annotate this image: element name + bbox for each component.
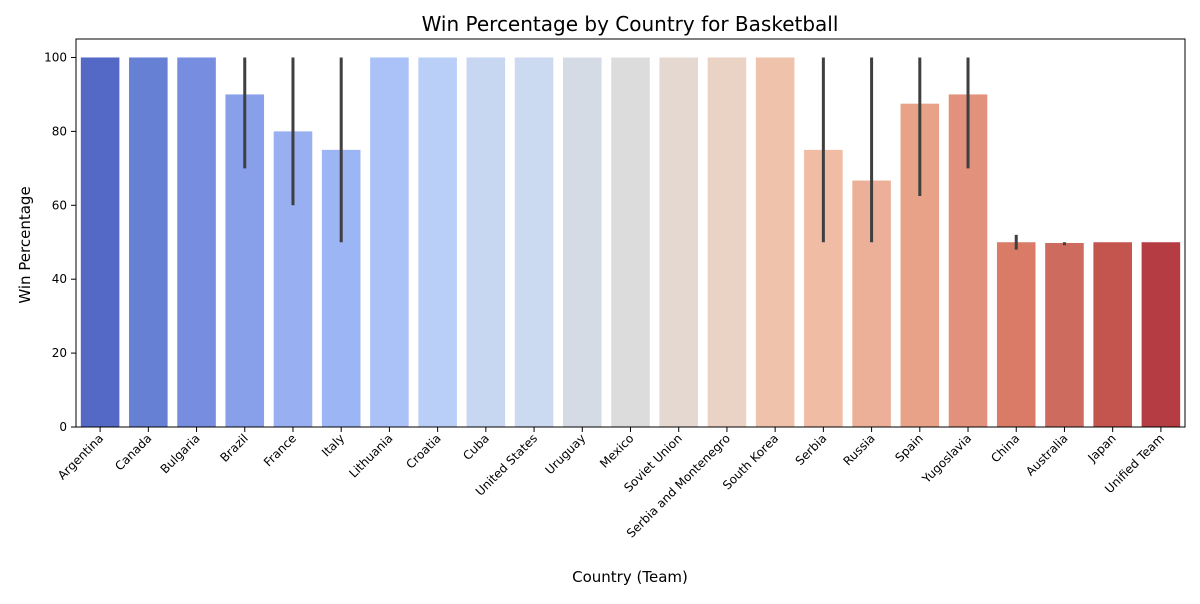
- y-tick-label: 100: [44, 50, 67, 64]
- bar-japan: [1093, 242, 1132, 427]
- x-tick-label: Australia: [1023, 431, 1070, 478]
- y-axis-label: Win Percentage: [16, 186, 34, 303]
- plot-frame: [75, 38, 1186, 428]
- y-axis: 0 20 40 60 80 100: [44, 50, 76, 434]
- x-axis: Argentina Canada Bulgaria Brazil France Italy…: [55, 427, 1167, 540]
- bar-china: [996, 242, 1036, 427]
- bar-cuba: [466, 57, 506, 427]
- x-tick-label: Japan: [1085, 431, 1119, 465]
- x-tick-label: China: [988, 431, 1022, 465]
- x-tick-label: France: [261, 431, 299, 469]
- bar-unified-team: [1141, 242, 1181, 427]
- bar-united-states: [514, 57, 554, 427]
- error-bars-group: [243, 57, 1066, 250]
- bar-croatia: [418, 57, 457, 427]
- x-tick-label: Uruguay: [542, 431, 588, 477]
- x-tick-label: Serbia and Montenegro: [624, 431, 733, 540]
- bar-bulgaria: [177, 57, 216, 427]
- bar-south-korea: [755, 57, 795, 427]
- y-tick-label: 80: [52, 124, 67, 138]
- x-tick-label: Russia: [841, 431, 878, 468]
- x-tick-label: Cuba: [460, 431, 492, 463]
- x-tick-label: Lithuania: [346, 431, 395, 480]
- bar-lithuania: [370, 57, 409, 427]
- x-tick-label: Spain: [892, 431, 926, 465]
- x-tick-label: Italy: [319, 431, 347, 459]
- y-tick-label: 20: [52, 346, 67, 360]
- y-tick-label: 40: [52, 272, 67, 286]
- chart-title: Win Percentage by Country for Basketball: [422, 12, 839, 36]
- bar-serbia-and-montenegro: [707, 57, 747, 427]
- x-tick-label: Argentina: [55, 431, 106, 482]
- x-axis-label: Country (Team): [572, 568, 688, 586]
- x-tick-label: Serbia: [793, 431, 830, 468]
- bar-soviet-union: [659, 57, 699, 427]
- y-tick-label: 0: [59, 420, 67, 434]
- bar-uruguay: [562, 57, 602, 427]
- bar-canada: [129, 57, 168, 427]
- x-tick-label: Croatia: [403, 431, 443, 471]
- y-tick-label: 60: [52, 198, 67, 212]
- x-tick-label: Yugoslavia: [919, 431, 974, 486]
- bar-argentina: [80, 57, 120, 427]
- bar-australia: [1045, 242, 1084, 427]
- bars-group: [80, 57, 1181, 428]
- bar-mexico: [611, 57, 650, 427]
- x-tick-label: Bulgaria: [158, 431, 203, 476]
- x-tick-label: Mexico: [597, 431, 637, 471]
- x-tick-label: Canada: [112, 431, 154, 473]
- x-tick-label: Brazil: [217, 431, 251, 465]
